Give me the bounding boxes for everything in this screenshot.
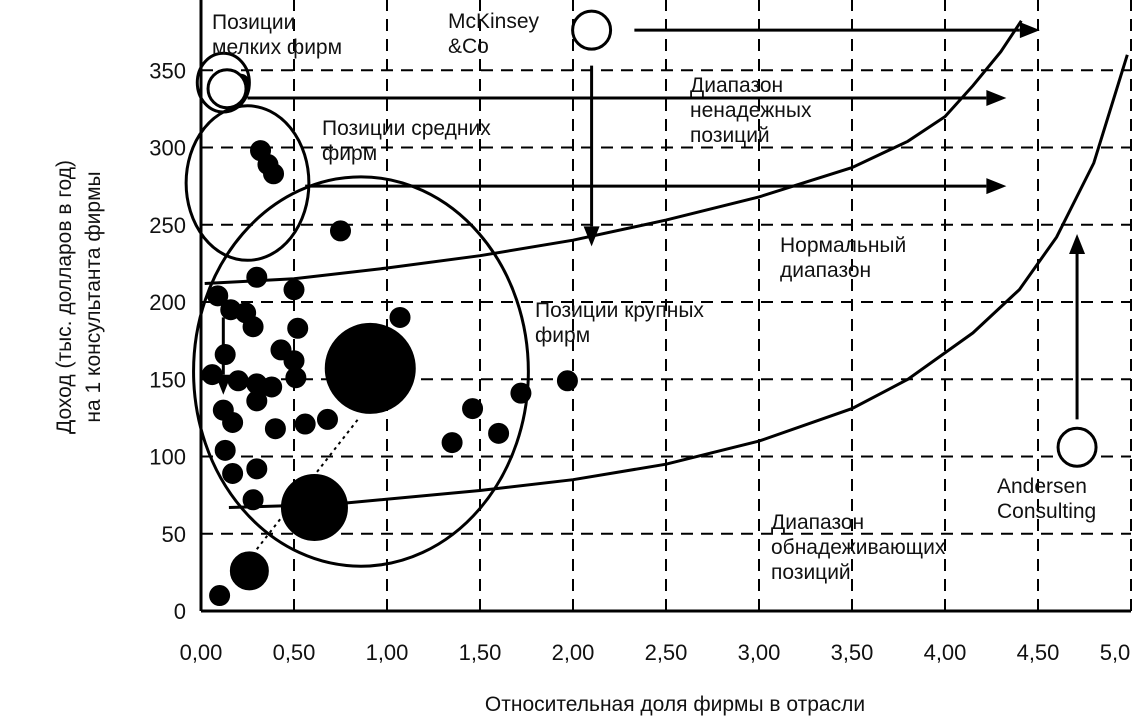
data-point [246,458,268,480]
highlight-point [1056,426,1098,468]
annotation-6: Andersen Consulting [997,475,1096,523]
y-tick-label: 150 [149,367,186,392]
data-point [227,370,249,392]
arrows [215,22,1086,420]
group-ellipse-2 [192,175,530,568]
arrow-head [1069,234,1086,255]
y-axis-label-line-2: на 1 консультанта фирмы [82,171,105,422]
y-tick-label: 50 [162,522,186,547]
y-tick-label: 200 [149,290,186,315]
data-point [261,376,283,398]
data-point [285,367,307,389]
data-point [294,413,316,435]
curve-lower [228,54,1129,509]
arrow-head [215,374,232,395]
data-point [280,473,348,541]
y-axis-label-line-1: Доход (тыс. долларов в год) [53,160,76,434]
group-ellipse-1 [184,104,311,262]
x-tick-label: 5,0 [1100,640,1131,665]
y-tick-label: 0 [174,599,186,624]
highlight-point [571,9,613,51]
arrow-head [986,178,1007,195]
annotation-4: Нормальный диапазон [780,234,906,282]
x-tick-label: 3,50 [831,640,874,665]
data-point [246,390,268,412]
data-point [330,220,351,242]
grid [201,0,1132,611]
x-tick-label: 2,50 [645,640,688,665]
data-point [283,279,305,301]
data-point [324,322,416,414]
y-tick-label: 350 [149,58,186,83]
range-curves [204,19,1129,509]
annotation-5: Позиции крупных фирм [535,299,704,347]
y-tick-label: 100 [149,445,186,470]
data-point [510,382,532,404]
data-point [462,398,484,420]
data-point [316,408,338,430]
data-point [214,439,236,461]
data-point [380,330,402,352]
arrow-head [1019,22,1040,39]
y-tick-label: 300 [149,136,186,161]
data-point [222,412,244,434]
x-tick-label: 0,50 [273,640,316,665]
x-tick-label: 2,00 [552,640,595,665]
axes: 0,00 0,50 1,00 1,50 2,00 2,50 3,00 3,50 4,00 4,50… [149,0,1131,665]
data-points [201,9,1098,607]
data-point [242,489,264,511]
data-point [246,266,268,288]
arrow-head [986,90,1007,107]
highlight-point [206,68,248,110]
y-tick-label: 250 [149,213,186,238]
data-point [209,585,231,607]
annotation-1: McKinsey &Co [448,10,540,58]
x-axis-label: Относительная доля фирмы в отрасли [485,693,865,716]
data-point [229,551,269,591]
arrow-head [583,226,600,247]
curve-upper [204,19,1023,285]
annotation-3: Позиции средних фирм [322,117,491,165]
data-point [263,163,285,185]
x-tick-label: 4,50 [1017,640,1060,665]
data-point [264,418,286,440]
data-point [441,432,463,454]
annotation-0: Позиции мелких фирм [212,11,342,59]
x-tick-label: 0,00 [180,640,223,665]
data-point [222,462,244,484]
x-tick-label: 1,00 [366,640,409,665]
data-point [242,316,264,338]
data-point [287,317,309,339]
x-tick-label: 3,00 [738,640,781,665]
data-point [207,285,229,307]
x-tick-label: 1,50 [459,640,502,665]
data-point [389,306,411,328]
data-point [488,422,510,444]
x-tick-label: 4,00 [924,640,967,665]
annotation-2: Диапазон ненадежных позиций [690,74,812,147]
data-point [214,344,236,366]
annotations: Позиции мелких фирм McKinsey &Co Диапазон нен… [212,10,1096,584]
data-point [556,370,578,392]
annotation-7: Диапазон обнадеживающих позиций [771,511,946,584]
